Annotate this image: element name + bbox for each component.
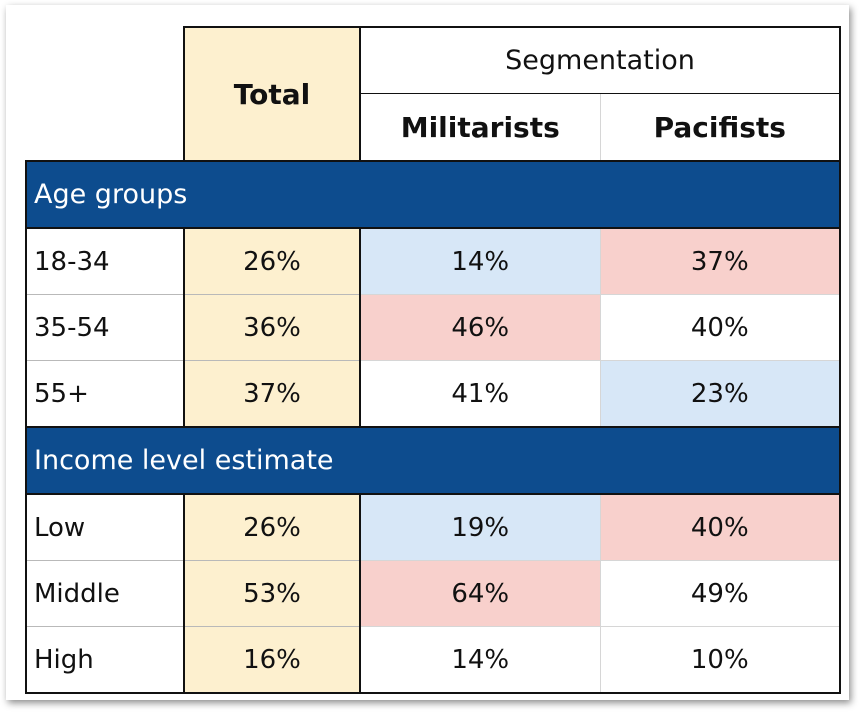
table-row: Low 26% 19% 40% [25,494,842,561]
pacifists-value: 37% [600,228,842,295]
section-fill [600,426,842,495]
row-label: 18-34 [25,228,185,295]
total-value: 26% [184,228,361,295]
corner-blank-2 [26,93,184,162]
militarists-value: 14% [360,626,601,694]
section-title: Age groups [25,160,187,229]
row-label: High [25,626,185,694]
total-value: 53% [184,560,361,627]
row-label: Low [25,494,185,561]
table-row: High 16% 14% 10% [25,626,842,694]
table-card: Total Segmentation Militarists Pacifists… [6,5,849,700]
militarists-value: 41% [360,360,601,427]
militarists-value: 64% [360,560,601,627]
section-fill [600,160,842,229]
militarists-header: Militarists [360,93,601,162]
section-header-row: Age groups [25,160,842,229]
section-fill [184,426,360,495]
section-fill [360,160,600,229]
segmentation-table: Total Segmentation Militarists Pacifists… [25,26,842,694]
row-label: 55+ [25,360,185,427]
section-header-row: Income level estimate [25,426,842,495]
pacifists-value: 49% [600,560,842,627]
militarists-value: 19% [360,494,601,561]
pacifists-value: 10% [600,626,842,694]
militarists-value: 46% [360,294,601,361]
row-label: 35-54 [25,294,185,361]
pacifists-value: 40% [600,494,842,561]
section-fill [360,426,600,495]
table-row: 55+ 37% 41% 23% [25,360,842,428]
total-value: 36% [184,294,361,361]
total-value: 26% [184,494,361,561]
total-value: 16% [184,626,361,694]
table-row: Middle 53% 64% 49% [25,560,842,627]
table-row: 35-54 36% 46% 40% [25,294,842,361]
pacifists-value: 23% [600,360,842,427]
row-label: Middle [25,560,185,627]
militarists-value: 14% [360,228,601,295]
corner-blank [26,27,184,94]
pacifists-header: Pacifists [600,93,842,162]
section-title: Income level estimate [25,426,334,495]
total-value: 37% [184,360,361,428]
pacifists-value: 40% [600,294,842,361]
total-header: Total [183,26,361,161]
segmentation-header: Segmentation [358,26,842,94]
section-fill [184,160,360,229]
table-row: 18-34 26% 14% 37% [25,228,842,295]
